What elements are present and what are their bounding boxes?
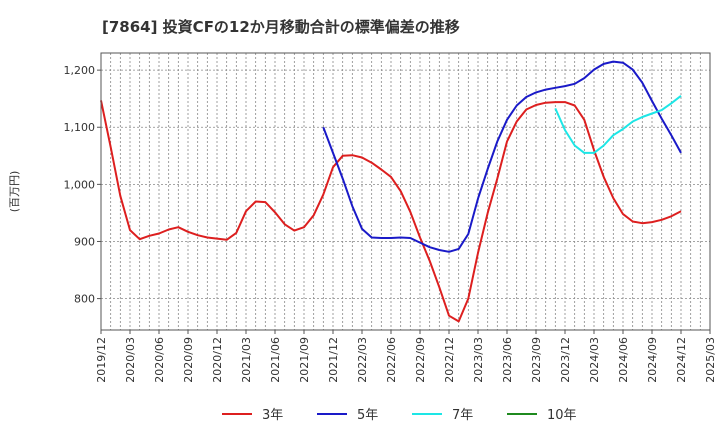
- x-tick-label: 2024/12: [675, 337, 688, 383]
- legend: 3年 5年 7年 10年: [222, 408, 577, 423]
- plot-grid: [101, 53, 710, 330]
- plot-frame: [100, 52, 711, 331]
- x-tick-label: 2023/09: [530, 337, 543, 383]
- x-tick-label: 2020/09: [182, 337, 195, 383]
- x-tick-label: 2025/03: [704, 337, 717, 383]
- x-tick-label: 2024/06: [617, 337, 630, 383]
- x-tick-label: 2022/06: [385, 337, 398, 383]
- x-tick-label: 2023/03: [472, 337, 485, 383]
- x-tick-label: 2021/06: [269, 337, 282, 383]
- y-tick-label: 1,000: [64, 178, 96, 191]
- legend-label: 3年: [262, 408, 283, 423]
- x-tick-label: 2024/03: [588, 337, 601, 383]
- y-tick-label: 1,200: [64, 64, 96, 77]
- y-axis-label: (百万円): [8, 171, 21, 213]
- x-tick-label: 2021/12: [327, 337, 340, 383]
- x-tick-label: 2019/12: [95, 337, 108, 383]
- y-tick-label: 1,100: [64, 121, 96, 134]
- series-line-5年: [322, 60, 682, 253]
- x-tick-label: 2020/06: [153, 337, 166, 383]
- x-tick-label: 2024/09: [646, 337, 659, 383]
- y-axis: 800 900 1,000 1,100 1,200: [64, 64, 101, 306]
- x-tick-label: 2020/03: [124, 337, 137, 383]
- legend-label: 10年: [547, 408, 577, 423]
- chart-title: [7864] 投資CFの12か月移動合計の標準偏差の推移: [102, 18, 460, 36]
- x-tick-label: 2023/06: [501, 337, 514, 383]
- series-lines: [100, 60, 682, 323]
- x-tick-label: 2022/03: [356, 337, 369, 383]
- x-tick-label: 2022/09: [414, 337, 427, 383]
- legend-label: 5年: [357, 408, 378, 423]
- series-line-7年: [554, 95, 682, 154]
- series-line-3年: [100, 100, 682, 323]
- x-axis: 2019/12 2020/03 2020/06 2020/09 2020/12 2021/…: [95, 330, 717, 383]
- x-tick-label: 2021/03: [240, 337, 253, 383]
- x-tick-label: 2020/12: [211, 337, 224, 383]
- x-tick-label: 2023/12: [559, 337, 572, 383]
- x-tick-label: 2021/09: [298, 337, 311, 383]
- y-tick-label: 800: [74, 293, 95, 306]
- x-tick-label: 2022/12: [443, 337, 456, 383]
- legend-label: 7年: [452, 408, 473, 423]
- y-tick-label: 900: [74, 235, 95, 248]
